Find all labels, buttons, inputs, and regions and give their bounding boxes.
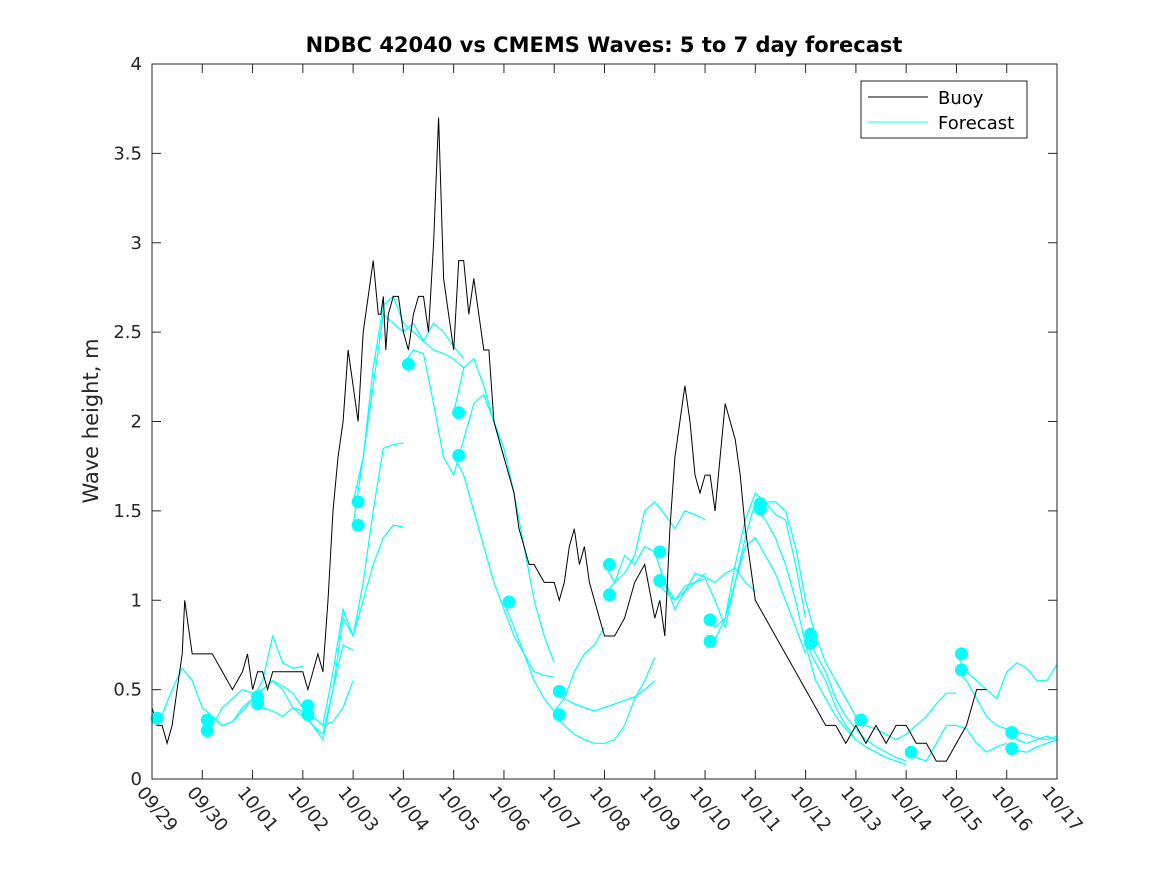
forecast-line <box>453 357 555 664</box>
forecast-marker <box>552 684 566 698</box>
forecast-line <box>603 501 706 584</box>
forecast-line <box>553 657 656 744</box>
forecast-marker <box>452 406 466 420</box>
forecast-marker <box>552 708 566 722</box>
y-tick-label: 1 <box>131 590 142 611</box>
legend-label-forecast: Forecast <box>938 113 1014 134</box>
forecast-marker <box>955 663 968 677</box>
forecast-line <box>453 455 555 678</box>
forecast-marker <box>904 745 918 759</box>
forecast-marker <box>150 711 164 725</box>
forecast-line <box>955 653 1058 700</box>
buoy-line-group <box>151 117 987 762</box>
forecast-marker <box>251 697 265 711</box>
axes-background <box>152 64 1057 779</box>
forecast-line <box>302 442 404 727</box>
y-tick-label: 2 <box>131 412 142 433</box>
forecast-marker <box>401 357 415 371</box>
forecast-marker <box>653 574 667 588</box>
forecast-marker <box>200 713 214 727</box>
forecast-marker <box>502 595 516 609</box>
plot-area <box>152 64 1057 779</box>
buoy-line <box>151 117 987 762</box>
forecast-line <box>151 667 253 727</box>
forecast-marker <box>1005 726 1019 739</box>
y-tick-label: 3 <box>131 233 142 254</box>
forecast-marker <box>351 495 365 509</box>
y-tick-label: 2.5 <box>113 322 142 343</box>
y-tick-label: 0.5 <box>113 680 142 701</box>
forecast-marker <box>452 449 466 462</box>
y-tick-label: 1.5 <box>113 501 142 522</box>
y-axis-label: Wave height, m <box>79 338 103 503</box>
forecast-marker <box>603 558 616 571</box>
forecast-line <box>352 295 465 526</box>
forecast-marker <box>753 502 767 516</box>
forecast-line <box>805 642 907 766</box>
forecast-line <box>654 501 756 630</box>
forecast-line <box>1006 732 1058 744</box>
forecast-line <box>805 633 907 762</box>
legend[interactable]: Buoy Forecast <box>860 80 1028 139</box>
forecast-line <box>704 491 807 628</box>
legend-box <box>860 80 1028 139</box>
forecast-marker <box>854 713 868 727</box>
chart-title: NDBC 42040 vs CMEMS Waves: 5 to 7 day fo… <box>306 33 903 57</box>
forecast-marker <box>804 636 818 650</box>
forecast-marker <box>301 708 315 722</box>
forecast-marker <box>603 588 616 602</box>
forecast-markers <box>150 357 1019 759</box>
legend-label-buoy: Buoy <box>938 88 984 109</box>
forecast-line <box>553 680 656 712</box>
forecast-line <box>704 536 807 655</box>
forecast-line <box>654 551 756 611</box>
y-tick-label: 4 <box>131 54 142 75</box>
y-tick-label: 0 <box>131 769 142 790</box>
forecast-line <box>855 692 957 741</box>
forecast-line <box>905 724 1007 762</box>
forecast-marker <box>1005 742 1019 756</box>
forecast-marker <box>703 634 717 648</box>
forecast-line <box>755 501 857 717</box>
forecast-lines <box>151 295 1058 766</box>
forecast-marker <box>703 613 717 627</box>
forecast-line <box>402 349 505 477</box>
forecast-marker <box>301 699 315 713</box>
forecast-marker <box>351 518 365 532</box>
forecast-marker <box>653 545 667 559</box>
forecast-marker <box>955 647 968 661</box>
forecast-marker <box>200 724 214 738</box>
forecast-marker <box>804 627 818 641</box>
y-tick-label: 3.5 <box>113 143 142 164</box>
y-axis: 0 0.5 1 1.5 2 2.5 3 3.5 4 <box>113 54 1057 790</box>
